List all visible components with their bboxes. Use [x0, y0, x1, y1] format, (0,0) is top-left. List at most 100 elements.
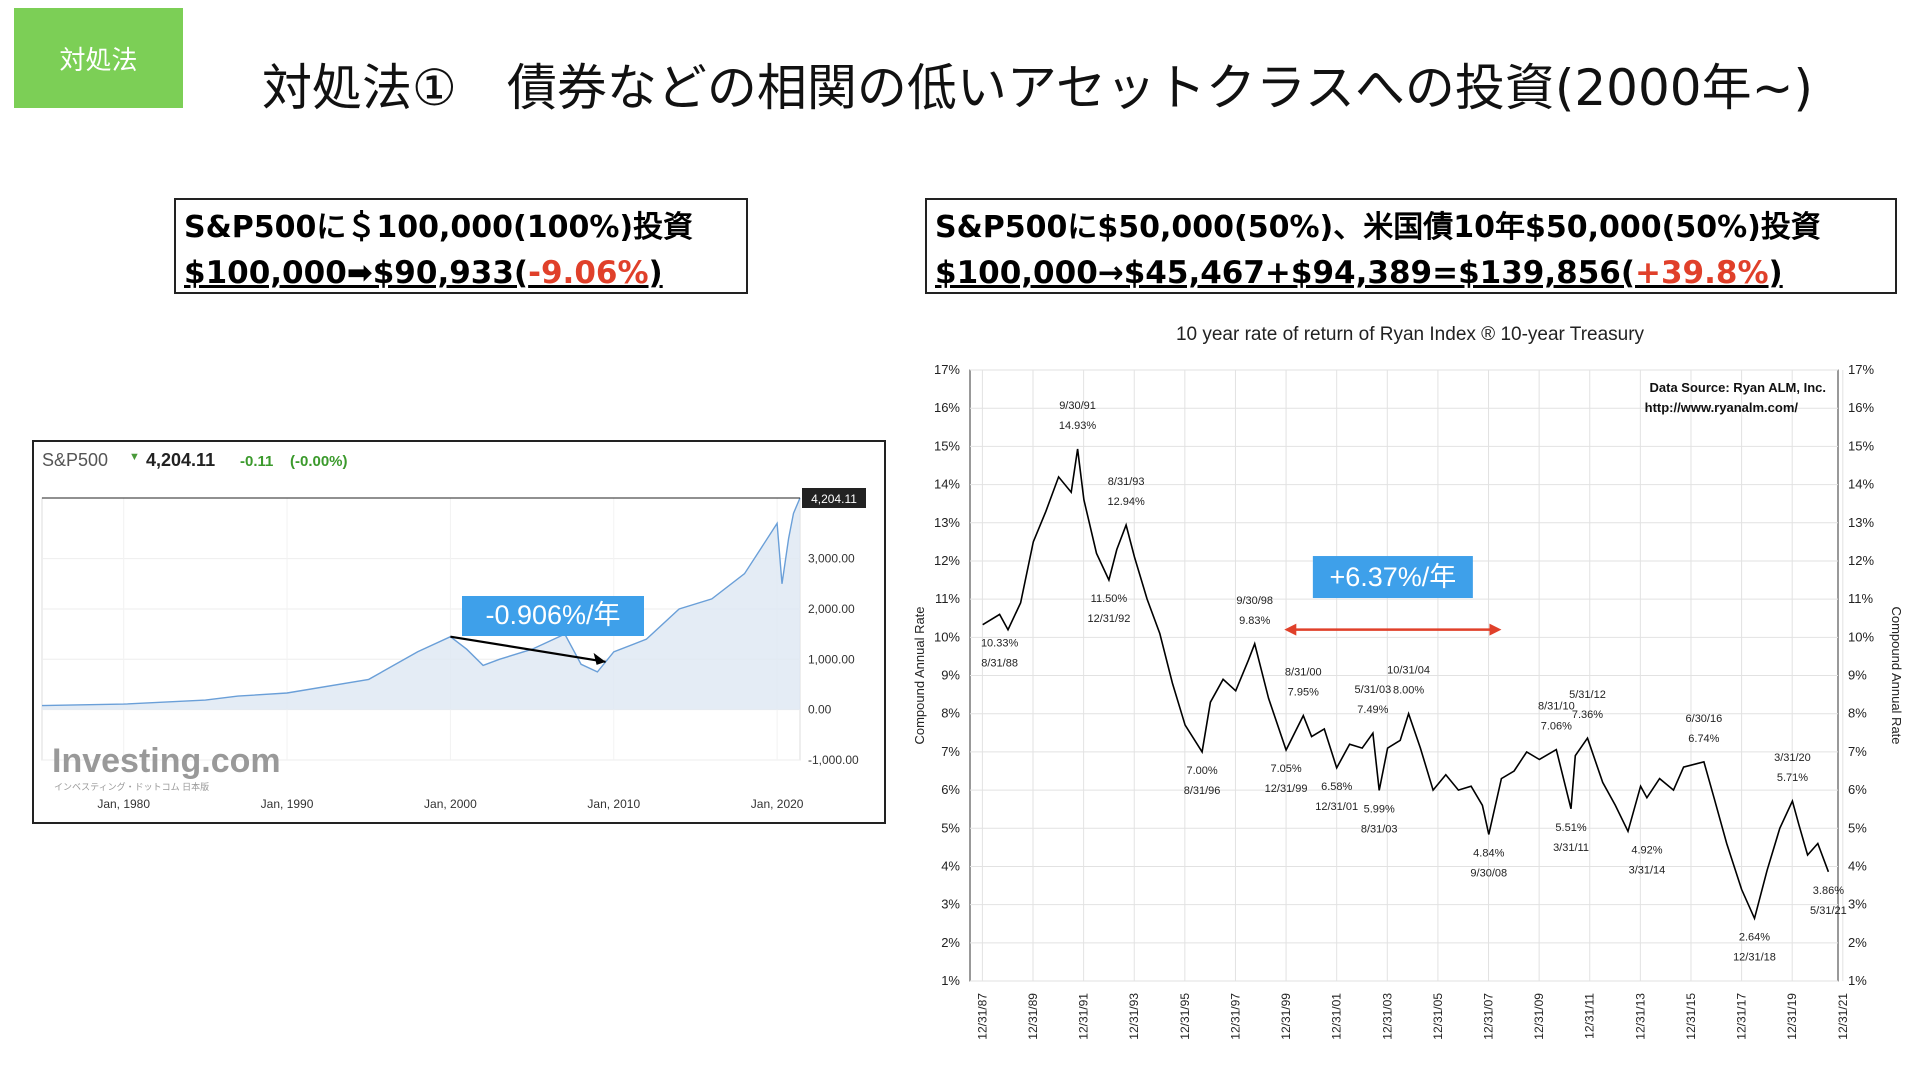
sp500-price: 4,204.11	[146, 450, 215, 470]
ryan-ytick-left: 10%	[934, 629, 960, 644]
ryan-annotation-date: 9/30/08	[1470, 867, 1507, 879]
ryan-annotation-value: 6.74%	[1688, 733, 1719, 745]
sp500-ytick-label: 3,000.00	[808, 552, 855, 566]
sp500-change-pct: (-0.00%)	[290, 453, 348, 470]
left-result-suffix: )	[648, 255, 663, 291]
ryan-annotation: 10/31/04 8.00%	[1387, 665, 1430, 697]
left-scenario-line2: $100,000➡$90,933(-9.06%)	[184, 250, 738, 296]
ryan-ytick-left: 7%	[941, 744, 960, 759]
ryan-ytick-left: 12%	[934, 553, 960, 568]
ryan-annotation-date: 8/31/10	[1538, 701, 1575, 713]
ryan-annotation-value: 8.00%	[1393, 685, 1424, 697]
ryan-xtick-label: 12/31/01	[1330, 993, 1344, 1040]
right-scenario-line1: S&P500に$50,000(50%)、米国債10年$50,000(50%)投資	[935, 210, 1821, 245]
right-scenario-line2: $100,000→$45,467+$94,389=$139,856(+39.8%…	[935, 250, 1887, 296]
sp500-name: S&P500	[42, 450, 108, 470]
ryan-annotation-value: 11.50%	[1091, 593, 1128, 605]
ryan-annotation-value: 3.86%	[1813, 885, 1844, 897]
ryan-annotation-value: 14.93%	[1059, 420, 1097, 432]
ryan-xtick-label: 12/31/97	[1228, 993, 1242, 1040]
ryan-annotation: 11.50% 12/31/92	[1088, 593, 1131, 625]
ryan-annotation-date: 12/31/18	[1733, 951, 1776, 963]
ryan-annotation-value: 9.83%	[1239, 615, 1270, 627]
ryan-annotation-date: 8/31/88	[981, 658, 1018, 670]
ryan-annotation-date: 12/31/99	[1265, 783, 1308, 795]
ryan-annotation-value: 5.99%	[1364, 803, 1395, 815]
ryan-annotation-date: 5/31/12	[1569, 689, 1606, 701]
ryan-annotation-value: 5.51%	[1555, 822, 1586, 834]
ryan-annotation-value: 7.36%	[1572, 709, 1603, 721]
ryan-ytick-right: 15%	[1848, 438, 1874, 453]
ryan-annotation: 3/31/20 5.71%	[1774, 752, 1811, 784]
ryan-ytick-right: 7%	[1848, 744, 1867, 759]
ryan-xtick-label: 12/31/21	[1836, 993, 1850, 1040]
ryan-callout-box	[1312, 556, 1473, 599]
ryan-ytick-right: 17%	[1848, 362, 1874, 377]
ryan-annotation-value: 4.84%	[1473, 847, 1504, 859]
left-result-percent: -9.06%	[528, 255, 649, 291]
ryan-ytick-left: 13%	[934, 515, 960, 530]
ryan-ytick-right: 1%	[1848, 973, 1867, 988]
ryan-xtick-label: 12/31/93	[1127, 993, 1141, 1040]
ryan-annotation: 4.92% 3/31/14	[1629, 844, 1666, 876]
ryan-annotation-date: 10/31/04	[1387, 665, 1430, 677]
arrowhead-icon	[593, 652, 606, 665]
ryan-ytick-left: 17%	[934, 362, 960, 377]
ryan-xtick-label: 12/31/95	[1178, 993, 1192, 1040]
ryan-ylabel-right: Compound Annual Rate	[1889, 606, 1904, 744]
ryan-xtick-label: 12/31/91	[1077, 993, 1091, 1040]
ryan-ytick-left: 4%	[941, 858, 960, 873]
ryan-annotation-date: 6/30/16	[1686, 713, 1723, 725]
ryan-annotation-value: 6.58%	[1321, 781, 1352, 793]
sp500-callout-box	[462, 596, 644, 636]
ryan-annotation-value: 4.92%	[1631, 844, 1662, 856]
right-result-suffix: )	[1768, 255, 1783, 291]
investing-logo: Investing.com インベスティング・ドットコム 日本版	[52, 742, 281, 792]
ryan-xtick-label: 12/31/87	[975, 993, 989, 1040]
ryan-annotation-date: 9/30/91	[1059, 400, 1096, 412]
left-scenario-box: S&P500に＄100,000(100%)投資 $100,000➡$90,933…	[174, 198, 748, 294]
ryan-annotation-date: 3/31/11	[1553, 842, 1589, 854]
ryan-annotation-date: 9/30/98	[1236, 595, 1273, 607]
ryan-ytick-right: 14%	[1848, 477, 1874, 492]
ryan-ytick-right: 10%	[1848, 629, 1874, 644]
ryan-annotation-date: 12/31/01	[1315, 801, 1358, 813]
ryan-xtick-label: 12/31/15	[1684, 993, 1698, 1040]
ryan-chart-title: 10 year rate of return of Ryan Index ® 1…	[1176, 324, 1645, 345]
ryan-annotation-date: 3/31/14	[1629, 864, 1666, 876]
ryan-ytick-left: 8%	[941, 706, 960, 721]
ryan-ytick-right: 3%	[1848, 897, 1867, 912]
sp500-chart-frame: S&P500 ▼ 4,204.11 -0.11 (-0.00%) 3,000.0…	[32, 440, 886, 824]
ryan-ytick-left: 14%	[934, 477, 960, 492]
ryan-xtick-label: 12/31/11	[1583, 993, 1597, 1039]
sp500-series-line	[41, 497, 801, 707]
ryan-ytick-right: 13%	[1848, 515, 1874, 530]
section-tag: 対処法	[14, 8, 183, 108]
ryan-xtick-label: 12/31/89	[1026, 993, 1040, 1040]
ryan-annotation-value: 12.94%	[1107, 496, 1145, 508]
ryan-ytick-left: 2%	[941, 935, 960, 950]
ryan-ytick-left: 1%	[941, 973, 960, 988]
ryan-annotation-value: 7.06%	[1541, 721, 1572, 733]
ryan-annotation: 3.86% 5/31/21	[1810, 885, 1847, 917]
sp500-xtick-label: Jan, 2020	[751, 797, 804, 811]
ryan-annotation: 6.58% 12/31/01	[1315, 781, 1358, 813]
ryan-annotation: 7.00% 8/31/96	[1184, 765, 1221, 797]
sp500-callout-text: -0.906%/年	[485, 600, 620, 630]
ryan-annotation: 2.64% 12/31/18	[1733, 931, 1776, 963]
ryan-ytick-right: 5%	[1848, 820, 1867, 835]
ryan-ytick-left: 15%	[934, 438, 960, 453]
ryan-source-line1: Data Source: Ryan ALM, Inc.	[1650, 380, 1827, 395]
ryan-ytick-right: 4%	[1848, 858, 1867, 873]
sp500-xtick-label: Jan, 2000	[424, 797, 477, 811]
ryan-annotation-value: 5.71%	[1777, 772, 1808, 784]
ryan-annotation-value: 2.64%	[1739, 931, 1770, 943]
ryan-xtick-label: 12/31/13	[1633, 993, 1647, 1040]
ryan-ytick-left: 5%	[941, 820, 960, 835]
ryan-annotation: 9/30/98 9.83%	[1236, 595, 1273, 627]
ryan-ytick-right: 8%	[1848, 706, 1867, 721]
ryan-xtick-label: 12/31/07	[1482, 993, 1496, 1040]
ryan-xtick-label: 12/31/17	[1735, 993, 1749, 1040]
ryan-xtick-label: 12/31/09	[1532, 993, 1546, 1040]
left-result-prefix: $100,000➡$90,933(	[184, 255, 529, 291]
